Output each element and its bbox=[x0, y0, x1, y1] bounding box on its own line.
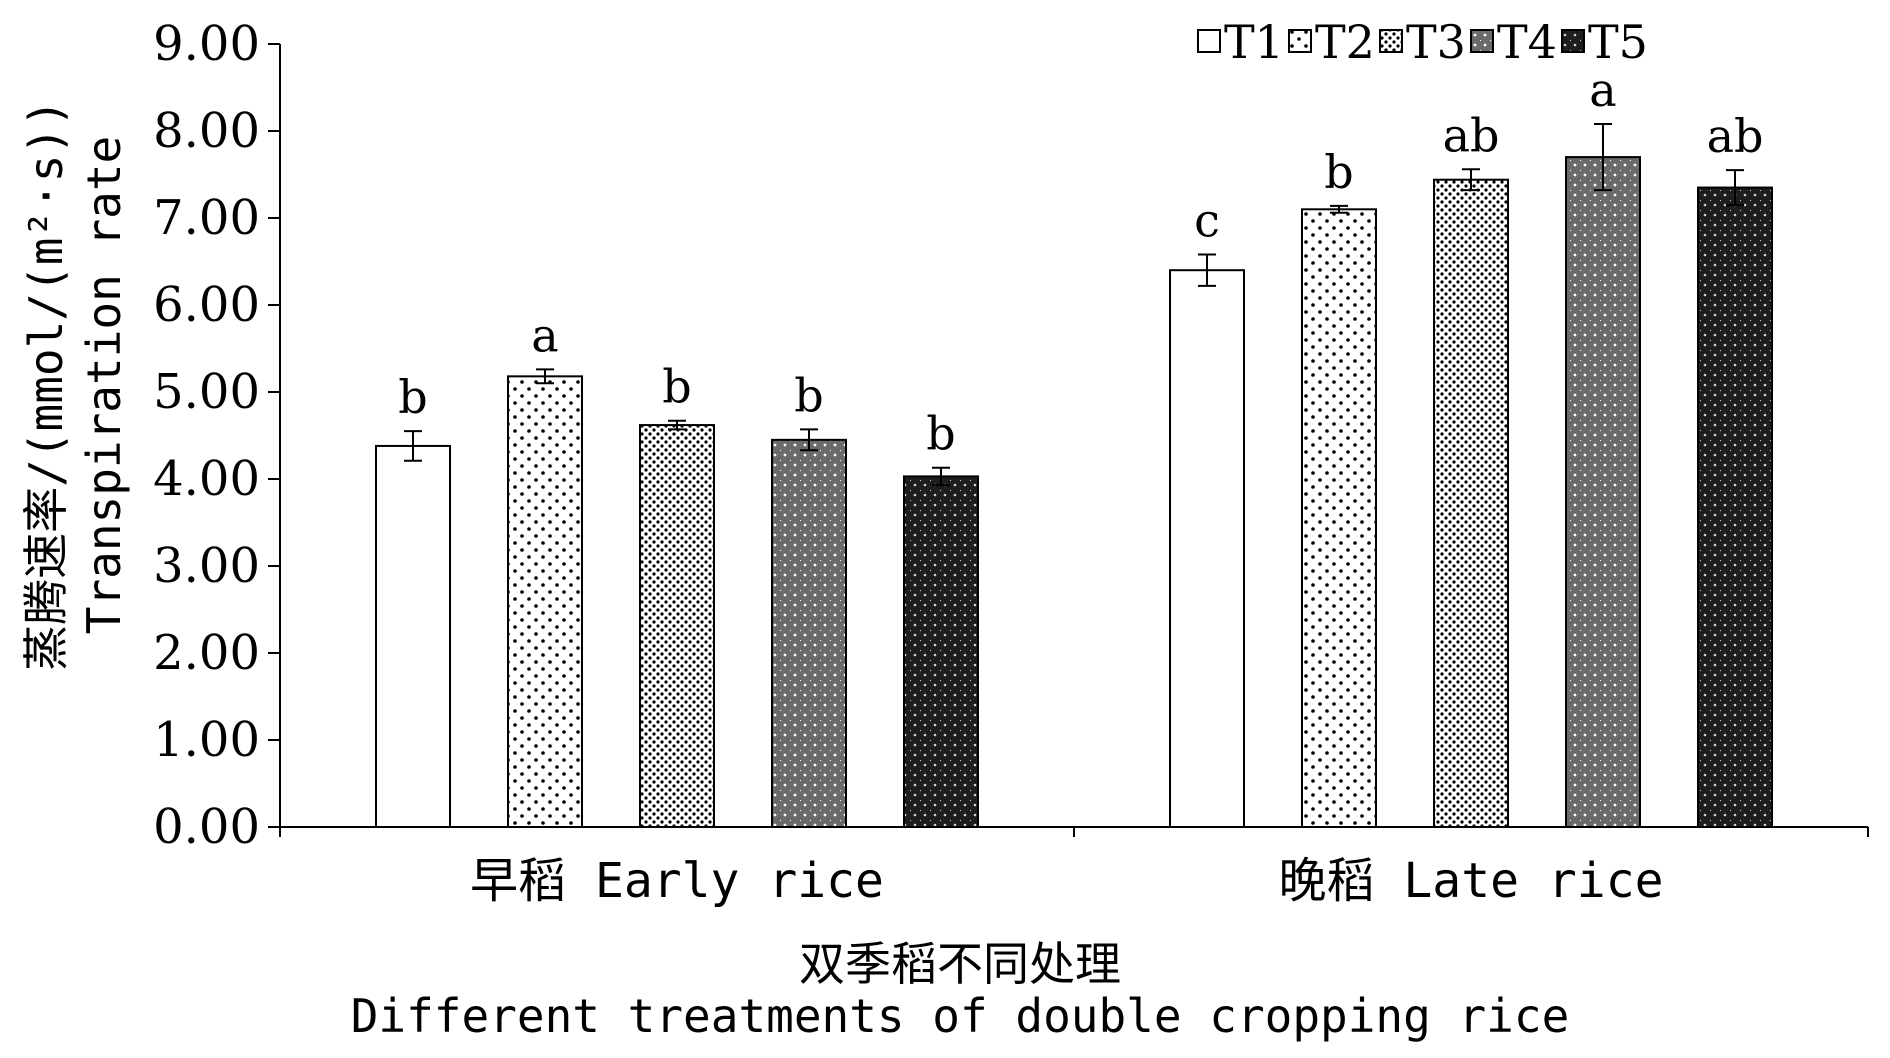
significance-label: a bbox=[531, 308, 558, 362]
y-tick-label: 9.00 bbox=[153, 16, 260, 72]
y-tick-label: 5.00 bbox=[153, 364, 260, 420]
legend-label: T5 bbox=[1588, 15, 1648, 69]
y-tick-label: 8.00 bbox=[153, 103, 260, 159]
bar-t3 bbox=[1433, 178, 1509, 829]
y-axis-ticks: 0.00 1.00 2.00 3.00 4.00 5.00 6.00 7.00 8.00 9.00 bbox=[153, 16, 281, 855]
legend-label: T4 bbox=[1497, 15, 1557, 69]
legend-label: T1 bbox=[1224, 15, 1284, 69]
legend-swatch-t1 bbox=[1197, 29, 1221, 53]
bar-t1 bbox=[375, 444, 451, 828]
legend-swatch-t5 bbox=[1561, 29, 1585, 53]
bar-t3 bbox=[639, 424, 715, 828]
y-tick-label: 4.00 bbox=[153, 451, 260, 507]
y-tick-label: 1.00 bbox=[153, 712, 260, 768]
significance-label: b bbox=[926, 407, 955, 461]
y-tick-label: 2.00 bbox=[153, 625, 260, 681]
y-tick-label: 3.00 bbox=[153, 538, 260, 594]
legend-label: T2 bbox=[1315, 15, 1375, 69]
y-tick-label: 6.00 bbox=[153, 277, 260, 333]
significance-label: a bbox=[1589, 63, 1616, 117]
bar-t4 bbox=[1565, 156, 1641, 829]
bar-t2 bbox=[507, 375, 583, 828]
bar-t1 bbox=[1169, 269, 1245, 828]
significance-label: b bbox=[398, 370, 427, 424]
x-category-label: 早稻 Early rice bbox=[470, 853, 884, 909]
bar-t5 bbox=[903, 475, 979, 828]
significance-label: b bbox=[662, 360, 691, 414]
legend-swatch-t2 bbox=[1288, 29, 1312, 53]
x-axis-title-en: Different treatments of double cropping … bbox=[351, 989, 1570, 1043]
y-axis-title: 蒸腾速率/(mmol/(m²·s)) Transpiration rate bbox=[19, 99, 131, 671]
legend-swatch-t3 bbox=[1379, 29, 1403, 53]
bar-t2 bbox=[1301, 208, 1377, 829]
significance-label: b bbox=[1324, 145, 1353, 199]
legend: T1 T2 T3 T4 T5 bbox=[1197, 15, 1648, 69]
y-tick-label: 7.00 bbox=[153, 190, 260, 246]
legend-swatch-t4 bbox=[1470, 29, 1494, 53]
x-category-label: 晚稻 Late rice bbox=[1279, 853, 1664, 909]
significance-label: c bbox=[1194, 194, 1220, 248]
x-axis-title: 双季稻不同处理 Different treatments of double c… bbox=[351, 937, 1570, 1043]
x-axis: 早稻 Early rice 晚稻 Late rice bbox=[279, 826, 1869, 909]
x-axis-title-cn: 双季稻不同处理 bbox=[799, 937, 1121, 991]
bar-t4 bbox=[771, 438, 847, 828]
y-axis-title-cn: 蒸腾速率/(mmol/(m²·s)) bbox=[19, 99, 73, 671]
y-axis-title-en: Transpiration rate bbox=[77, 136, 131, 635]
significance-label: ab bbox=[1707, 109, 1764, 163]
y-tick-label: 0.00 bbox=[153, 799, 260, 855]
bar-t5 bbox=[1697, 186, 1773, 829]
legend-label: T3 bbox=[1406, 15, 1466, 69]
significance-label: ab bbox=[1443, 108, 1500, 162]
significance-label: b bbox=[794, 368, 823, 422]
